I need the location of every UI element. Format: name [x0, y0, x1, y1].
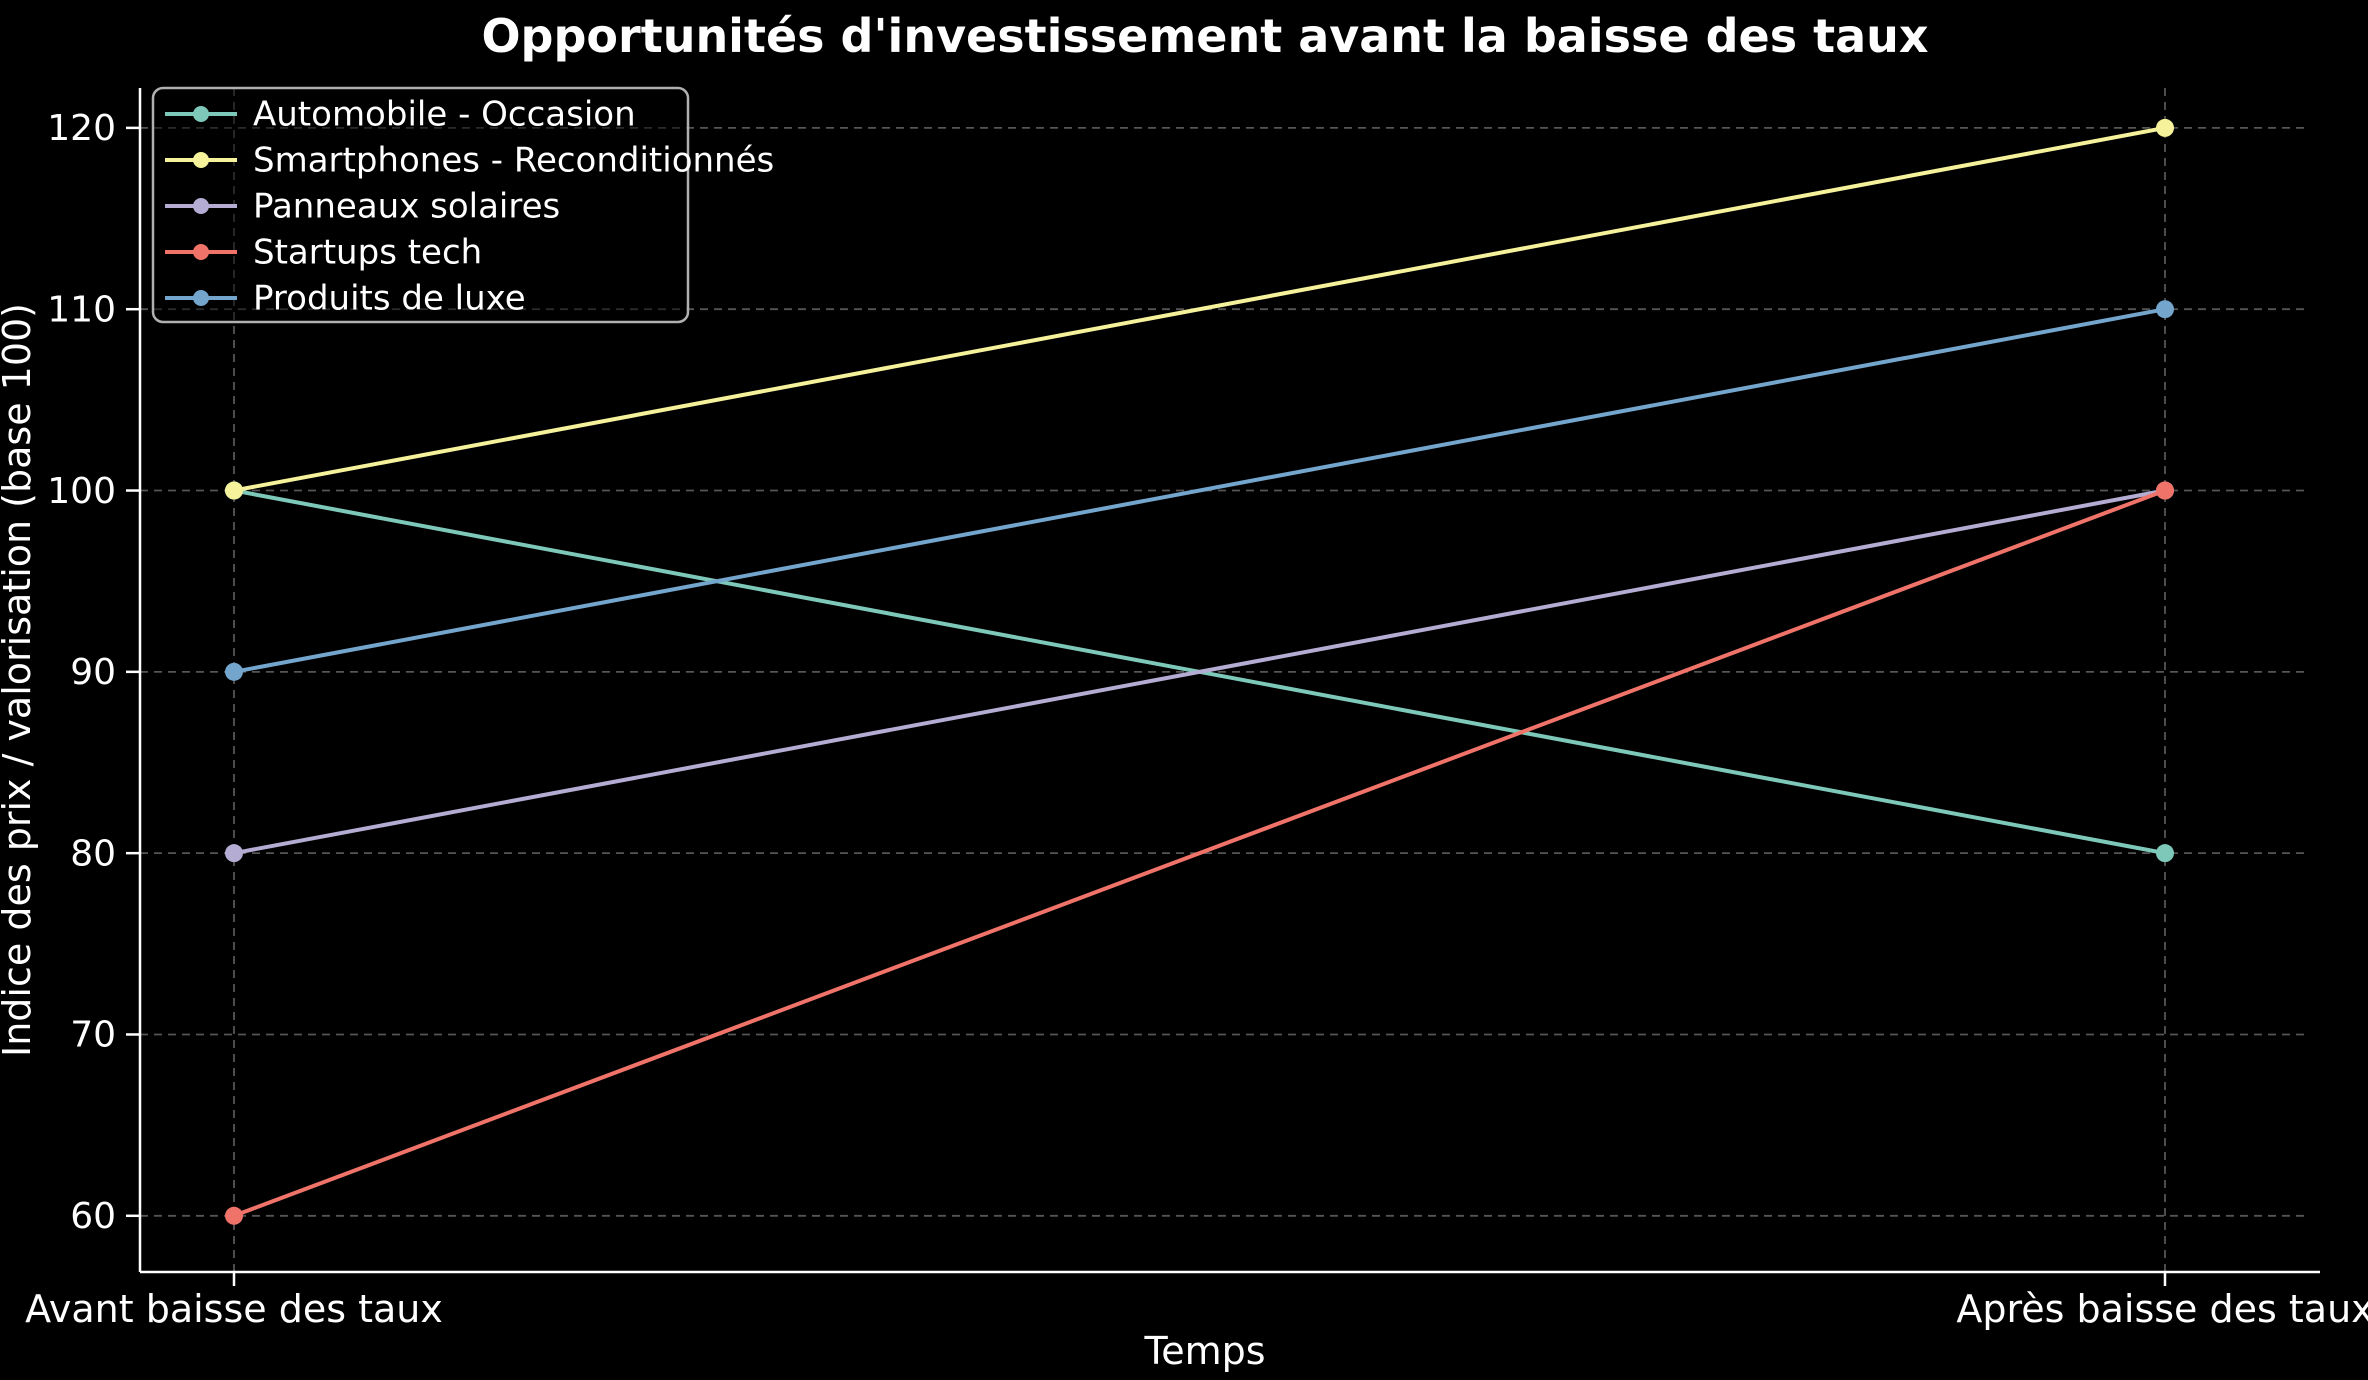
legend-marker: [193, 290, 209, 306]
legend-item: Produits de luxe: [165, 279, 526, 319]
series-line: [233, 307, 2166, 674]
legend-marker: [193, 152, 209, 168]
chart-title: Opportunités d'investissement avant la b…: [481, 9, 1928, 63]
y-tick-label: 100: [47, 471, 116, 512]
legend-marker: [193, 106, 209, 122]
y-tick-label: 70: [70, 1015, 116, 1056]
legend-item-label: Automobile - Occasion: [253, 95, 636, 135]
y-axis-label: Indice des prix / valorisation (base 100…: [0, 303, 39, 1057]
legend-item: Automobile - Occasion: [165, 95, 636, 135]
series-line: [233, 488, 2166, 856]
data-point: [2156, 300, 2174, 319]
legend-item: Smartphones - Reconditionnés: [165, 141, 774, 181]
legend-box: [151, 86, 690, 324]
legend-item-label: Produits de luxe: [253, 279, 526, 319]
legend-item-label: Startups tech: [253, 233, 482, 273]
data-point: [225, 844, 243, 863]
data-point: [225, 1206, 243, 1225]
data-point: [2156, 118, 2174, 137]
series-line: [233, 125, 2166, 493]
y-tick-label: 110: [47, 289, 116, 330]
x-tick-label: Avant baisse des taux: [25, 1287, 443, 1331]
series-layer: [225, 118, 2174, 1225]
series-line: [233, 488, 2166, 1218]
legend-marker: [193, 244, 209, 260]
axes-layer: 60 70 80 90 100 110 120 Avant baisse des taux Ap…: [25, 88, 2368, 1331]
data-point: [225, 662, 243, 681]
y-tick-label: 80: [70, 833, 116, 874]
x-tick-label: Après baisse des taux: [1956, 1287, 2368, 1331]
data-point: [2156, 481, 2174, 500]
y-tick-label: 60: [70, 1196, 116, 1237]
data-point: [225, 481, 243, 500]
legend-item-label: Smartphones - Reconditionnés: [253, 141, 774, 181]
y-tick-label: 120: [47, 108, 116, 149]
legend-item: Panneaux solaires: [165, 187, 560, 227]
legend-item: Startups tech: [165, 233, 482, 273]
data-point: [2156, 844, 2174, 863]
y-tick-label: 90: [70, 652, 116, 693]
legend: Automobile - Occasion Smartphones - Recon…: [151, 86, 774, 324]
legend-marker: [193, 198, 209, 214]
legend-item-label: Panneaux solaires: [253, 187, 560, 227]
x-axis-label: Temps: [1143, 1329, 1265, 1373]
